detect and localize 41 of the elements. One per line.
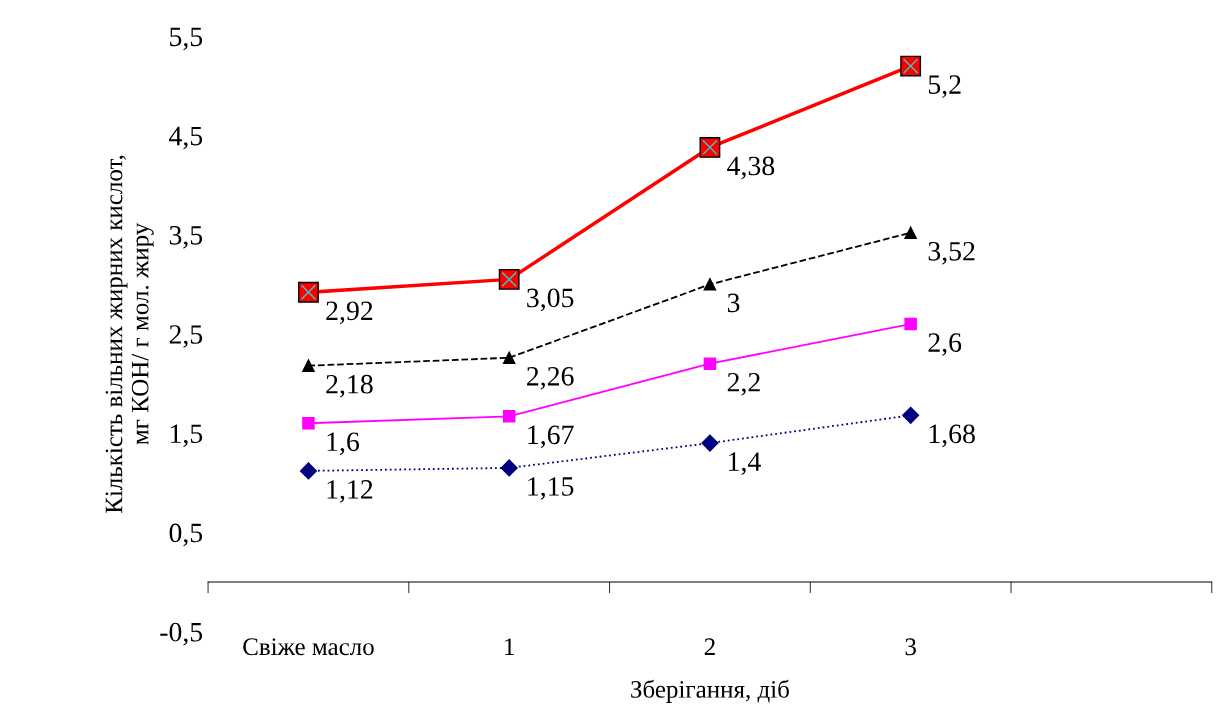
point (703, 278, 717, 291)
data-label: 3 (727, 293, 740, 313)
y-tick-label: 5,5 (170, 27, 203, 51)
point (701, 434, 719, 452)
point (904, 226, 917, 240)
point (302, 359, 315, 372)
x-tick-label: Свіже масло (243, 638, 374, 656)
point (502, 410, 516, 423)
x-tick-label: 3 (905, 638, 916, 656)
point (302, 417, 315, 430)
data-label: 2,2 (727, 372, 760, 396)
data-label: 3,05 (527, 288, 574, 312)
y-tick-label: 4,5 (169, 126, 203, 150)
x-tick-label: 2 (704, 638, 715, 655)
data-label: 3,52 (928, 241, 975, 265)
y-tick-label: -0,5 (160, 622, 203, 646)
data-label: 1,15 (528, 477, 574, 500)
data-label: 2,6 (928, 333, 962, 356)
x-tick-label: 1 (505, 638, 514, 655)
point (500, 459, 518, 477)
data-label: 2,92 (326, 301, 373, 325)
data-label: 4,38 (727, 156, 775, 180)
data-label: 2,18 (326, 374, 373, 398)
data-label: 1,12 (327, 480, 373, 503)
x-axis-title: Зберігання, діб (631, 679, 789, 703)
data-label: 2,26 (527, 366, 574, 390)
y-tick-label: 2,5 (169, 325, 203, 348)
data-label: 1,6 (327, 432, 360, 456)
y-tick-label: 0,5 (169, 523, 203, 547)
point (502, 351, 516, 365)
y-tick-label: 3,5 (169, 225, 203, 249)
data-label: 1,68 (929, 424, 975, 448)
point (299, 462, 318, 480)
data-label: 1,4 (729, 452, 761, 475)
data-label: 1,67 (528, 425, 574, 449)
y-axis-title: Кількість вільних жирних кислот, мг КОН/ г мол. жиру (105, 155, 154, 514)
point (902, 406, 920, 424)
point (703, 357, 717, 370)
data-label: 5,2 (928, 75, 961, 98)
y-tick-label: 1,5 (170, 424, 203, 448)
point (904, 317, 917, 331)
